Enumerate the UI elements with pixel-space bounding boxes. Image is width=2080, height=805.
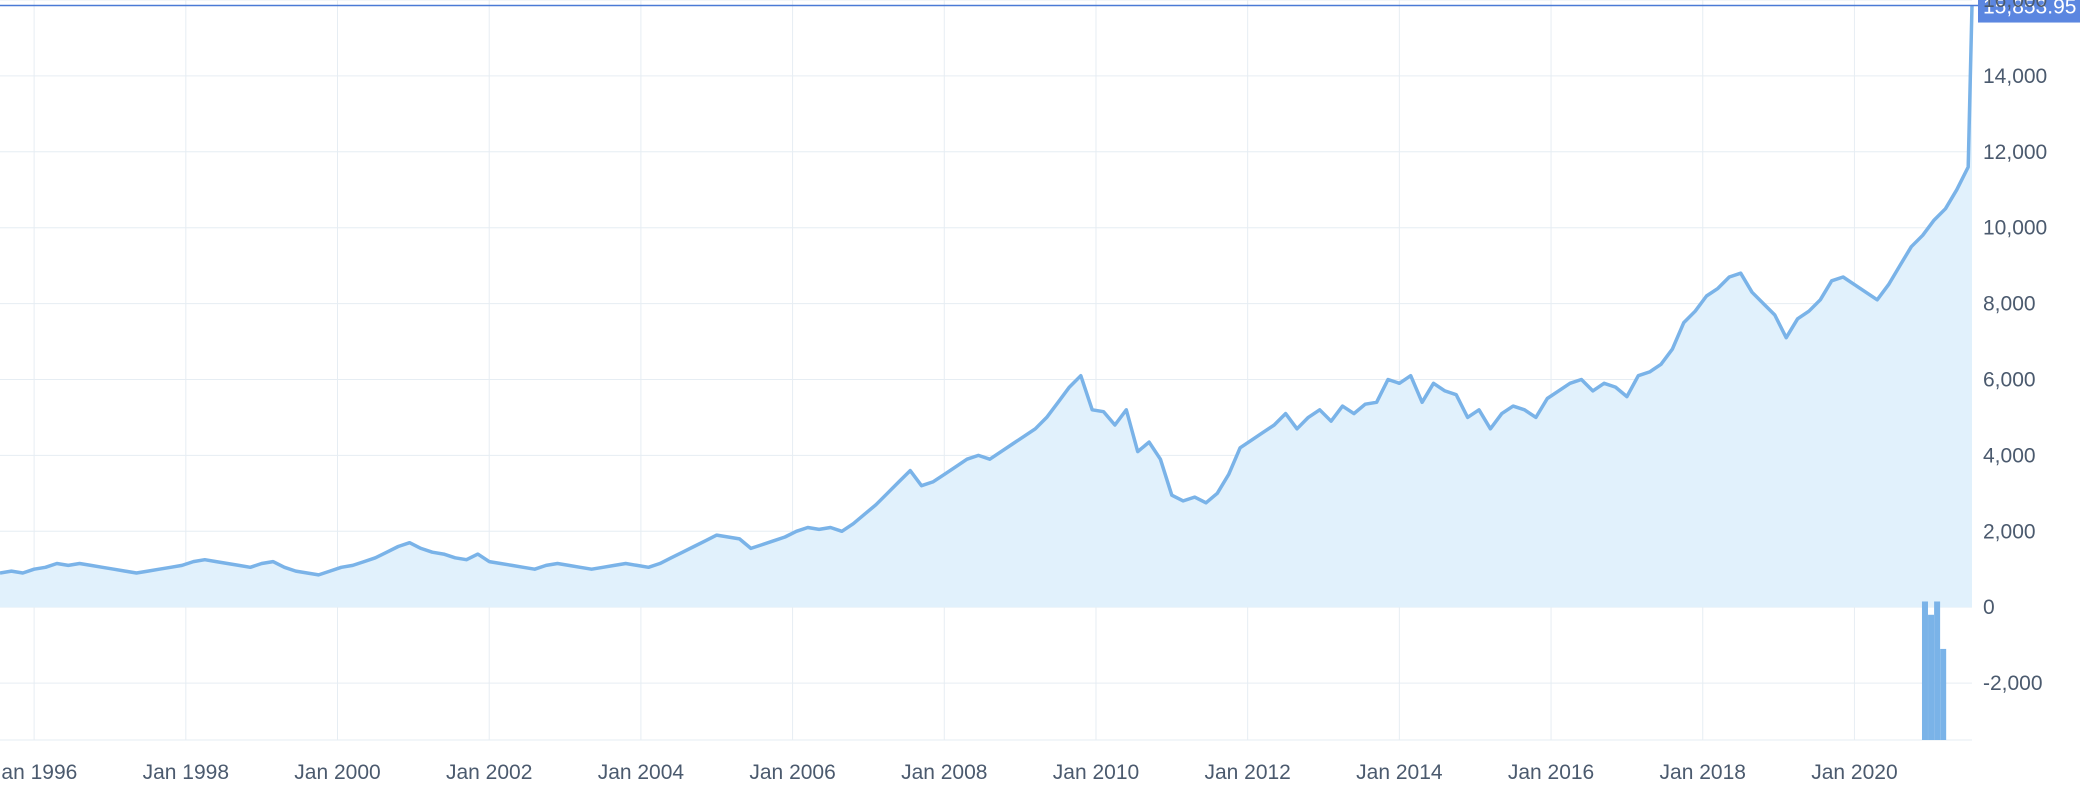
x-tick-label: Jan 2006 [749,761,835,784]
x-tick-label: Jan 2014 [1356,761,1443,784]
x-tick-label: Jan 2004 [598,761,685,784]
x-tick-label: Jan 1998 [143,761,229,784]
x-tick-label: Jan 2002 [446,761,532,784]
x-tick-label: Jan 2018 [1660,761,1746,784]
x-tick-label: Jan 1996 [0,761,77,784]
y-tick-label: 14,000 [1983,65,2047,88]
x-tick-label: Jan 2012 [1204,761,1290,784]
x-tick-label: Jan 2000 [294,761,380,784]
y-tick-label: 8,000 [1983,293,2036,316]
x-tick-label: Jan 2020 [1811,761,1897,784]
volume-bar [1922,601,1928,740]
y-tick-label: 2,000 [1983,520,2036,543]
y-tick-label: 0 [1983,596,1995,619]
x-tick-label: Jan 2008 [901,761,987,784]
y-tick-label: 10,000 [1983,217,2047,240]
volume-bars [1922,601,1946,740]
volume-bar [1934,601,1940,740]
current-value-marker: 15,853.95 [0,0,2080,23]
volume-bar [1940,649,1946,740]
volume-bar [1928,615,1934,740]
y-tick-label: -2,000 [1983,672,2043,695]
y-tick-label: 4,000 [1983,444,2036,467]
x-tick-label: Jan 2016 [1508,761,1594,784]
x-axis: Jan 1996 Jan 1998 Jan 2000 Jan 2002 Jan 2004… [0,761,1898,784]
y-tick-label: 16,000 [1983,0,2047,12]
y-axis: 16,000 14,000 12,000 10,000 8,000 6,000 4,000 2… [1983,0,2047,695]
y-tick-label: 6,000 [1983,368,2036,391]
y-tick-label: 12,000 [1983,141,2047,164]
series-area-fill [0,6,1972,608]
area-series [0,6,1972,608]
x-tick-label: Jan 2010 [1053,761,1139,784]
